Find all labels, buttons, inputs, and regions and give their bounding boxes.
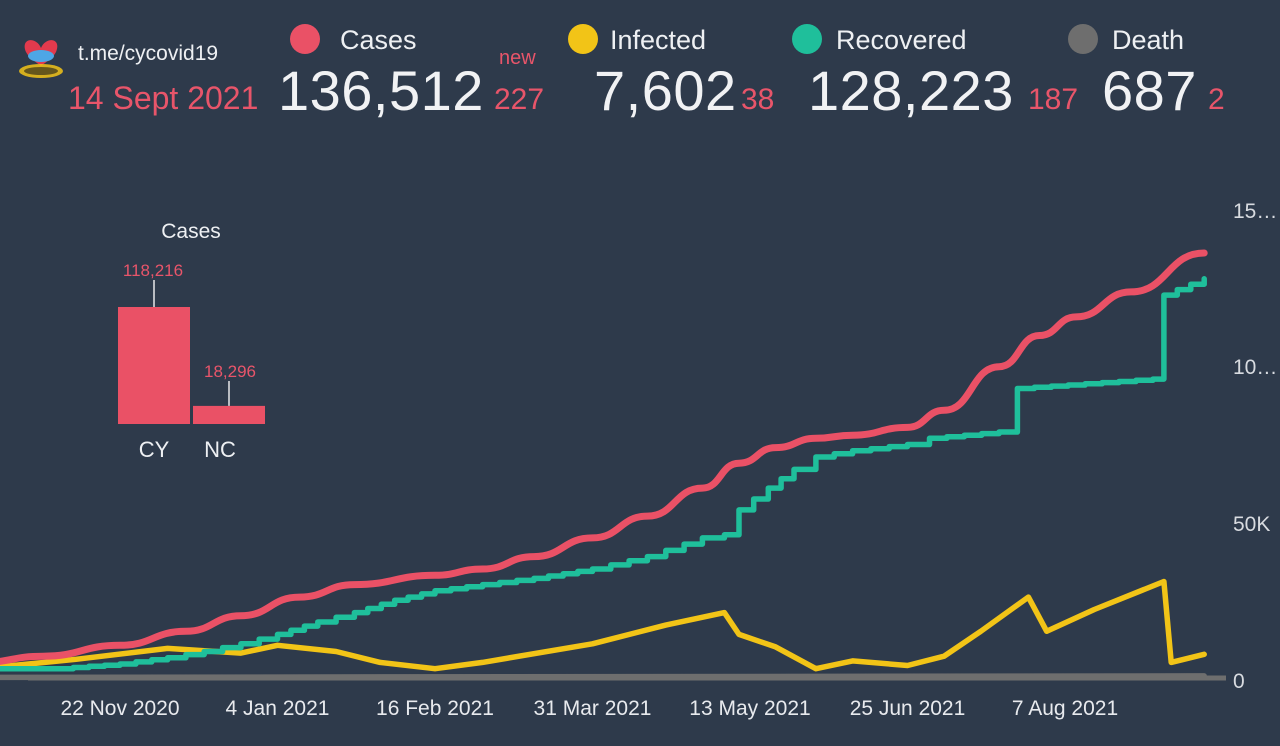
cases-legend-label: Cases	[340, 25, 417, 55]
y-tick-label: 10…	[1233, 356, 1277, 379]
series-line-infected	[0, 578, 1207, 672]
death-legend-label: Death	[1112, 25, 1185, 55]
series-line-death	[0, 673, 1207, 681]
cases-total: 136,512	[278, 59, 484, 122]
x-tick-label: 4 Jan 2021	[226, 697, 330, 720]
x-tick-label: 7 Aug 2021	[1012, 697, 1118, 720]
source-link[interactable]: t.me/cycovid19	[78, 42, 219, 65]
logo-icon	[19, 40, 63, 78]
recovered-legend-dot	[792, 24, 822, 54]
infected-legend-label: Infected	[610, 25, 707, 55]
death-legend-dot	[1068, 24, 1098, 54]
inset-bar-value: 118,216	[123, 261, 183, 280]
series-line-cases	[0, 249, 1208, 665]
y-tick-label: 15…	[1233, 200, 1277, 223]
y-tick-label: 0	[1233, 670, 1245, 693]
inset-bar-value: 18,296	[204, 362, 256, 381]
series-line-recovered	[0, 276, 1207, 672]
inset-category-label: CY	[139, 437, 170, 462]
cases-new: 227	[494, 83, 545, 116]
inset-title: Cases	[161, 220, 221, 243]
infected-total: 7,602	[594, 59, 737, 122]
y-tick-label: 50K	[1233, 513, 1270, 536]
inset-category-label: NC	[204, 437, 236, 462]
x-tick-label: 22 Nov 2020	[60, 697, 179, 720]
x-tick-label: 31 Mar 2021	[534, 697, 652, 720]
infected-legend-dot	[568, 24, 598, 54]
recovered-total: 128,223	[808, 59, 1014, 122]
infected-new: 38	[741, 83, 775, 116]
death-total: 687	[1102, 59, 1197, 122]
recovered-new: 187	[1028, 83, 1079, 116]
cases-legend-dot	[290, 24, 320, 54]
x-tick-label: 25 Jun 2021	[850, 697, 966, 720]
inset-bar	[193, 405, 265, 424]
inset-bar	[118, 307, 190, 424]
new-label: new	[499, 47, 536, 69]
report-date: 14 Sept 2021	[68, 80, 259, 116]
x-tick-label: 13 May 2021	[689, 697, 810, 720]
death-new: 2	[1208, 83, 1225, 116]
x-tick-label: 16 Feb 2021	[376, 697, 494, 720]
recovered-legend-label: Recovered	[836, 25, 967, 55]
